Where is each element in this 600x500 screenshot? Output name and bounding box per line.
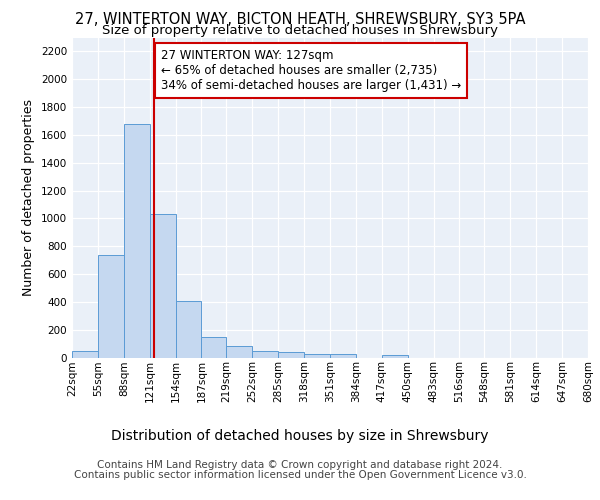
Bar <box>278 352 304 358</box>
Bar <box>149 214 176 358</box>
Bar <box>124 124 149 358</box>
Bar <box>382 354 407 358</box>
Bar <box>330 354 356 358</box>
Text: Distribution of detached houses by size in Shrewsbury: Distribution of detached houses by size … <box>111 429 489 443</box>
Bar <box>304 354 330 358</box>
Text: Contains public sector information licensed under the Open Government Licence v3: Contains public sector information licen… <box>74 470 526 480</box>
Text: Contains HM Land Registry data © Crown copyright and database right 2024.: Contains HM Land Registry data © Crown c… <box>97 460 503 470</box>
Text: 27 WINTERTON WAY: 127sqm
← 65% of detached houses are smaller (2,735)
34% of sem: 27 WINTERTON WAY: 127sqm ← 65% of detach… <box>161 48 461 92</box>
Bar <box>226 346 253 358</box>
Text: 27, WINTERTON WAY, BICTON HEATH, SHREWSBURY, SY3 5PA: 27, WINTERTON WAY, BICTON HEATH, SHREWSB… <box>75 12 525 28</box>
Y-axis label: Number of detached properties: Number of detached properties <box>22 99 35 296</box>
Bar <box>253 351 278 358</box>
Bar <box>202 336 226 357</box>
Text: Size of property relative to detached houses in Shrewsbury: Size of property relative to detached ho… <box>102 24 498 37</box>
Bar <box>176 301 202 358</box>
Bar <box>98 254 124 358</box>
Bar <box>72 350 98 358</box>
